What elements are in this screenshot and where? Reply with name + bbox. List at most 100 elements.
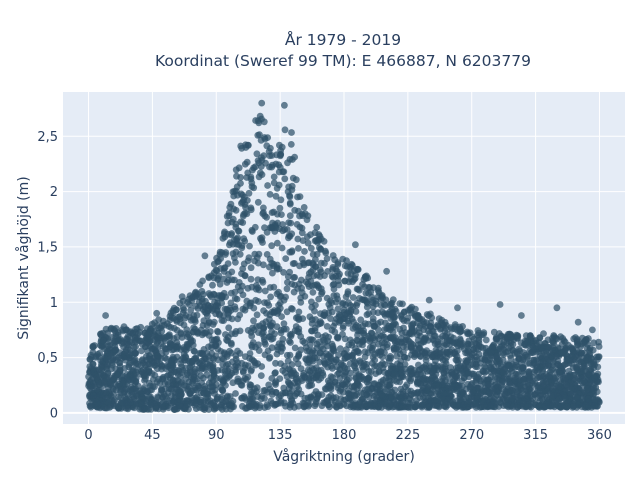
data-point bbox=[400, 317, 408, 324]
data-point bbox=[295, 308, 303, 316]
data-point bbox=[165, 404, 173, 412]
data-point bbox=[455, 402, 463, 409]
data-point bbox=[347, 302, 354, 309]
data-point bbox=[231, 288, 239, 296]
data-point bbox=[267, 322, 274, 330]
data-point bbox=[414, 350, 422, 358]
data-point bbox=[176, 401, 184, 409]
data-point bbox=[125, 363, 133, 371]
data-point bbox=[251, 359, 259, 367]
data-point bbox=[488, 348, 495, 356]
data-point bbox=[231, 276, 238, 284]
data-point bbox=[275, 181, 283, 189]
data-point bbox=[97, 330, 104, 338]
data-point bbox=[336, 270, 343, 278]
data-point bbox=[296, 193, 304, 201]
data-point bbox=[328, 272, 336, 280]
data-point bbox=[137, 337, 145, 345]
data-point bbox=[298, 224, 306, 232]
data-point bbox=[534, 342, 541, 350]
x-tick-label: 45 bbox=[144, 428, 161, 443]
data-point bbox=[205, 274, 213, 282]
data-point bbox=[529, 377, 537, 385]
data-point bbox=[174, 387, 182, 394]
data-point bbox=[143, 388, 151, 395]
data-point bbox=[260, 333, 268, 340]
data-point bbox=[295, 207, 302, 215]
data-point bbox=[583, 402, 591, 410]
data-point bbox=[534, 384, 542, 391]
data-point bbox=[288, 387, 296, 395]
data-point bbox=[308, 372, 316, 379]
data-point bbox=[526, 359, 534, 367]
data-point bbox=[265, 381, 273, 389]
data-point bbox=[425, 296, 433, 304]
data-point bbox=[473, 395, 481, 402]
data-point bbox=[388, 310, 396, 317]
data-point bbox=[336, 345, 344, 353]
data-point bbox=[97, 391, 105, 398]
data-point bbox=[227, 405, 234, 413]
data-point bbox=[258, 363, 266, 370]
data-point bbox=[295, 352, 303, 359]
data-point bbox=[543, 378, 550, 386]
data-point bbox=[334, 277, 342, 285]
data-point bbox=[291, 344, 299, 352]
data-point bbox=[361, 386, 369, 394]
data-point bbox=[260, 261, 267, 269]
data-point bbox=[321, 309, 329, 317]
data-point bbox=[482, 336, 490, 344]
data-point bbox=[345, 390, 352, 397]
data-point bbox=[343, 402, 350, 410]
data-point bbox=[354, 381, 362, 389]
data-point bbox=[255, 341, 262, 349]
data-point bbox=[389, 296, 397, 304]
data-point bbox=[427, 391, 435, 398]
data-point bbox=[292, 176, 300, 184]
data-point bbox=[308, 303, 316, 311]
data-point bbox=[334, 305, 342, 313]
data-point bbox=[309, 357, 317, 365]
data-point bbox=[257, 235, 264, 242]
data-point bbox=[159, 317, 167, 325]
data-point bbox=[218, 249, 226, 256]
data-point bbox=[365, 332, 372, 340]
data-point bbox=[177, 329, 185, 337]
data-point bbox=[343, 257, 350, 264]
data-point bbox=[153, 355, 161, 362]
data-point bbox=[130, 404, 138, 412]
data-point bbox=[567, 390, 575, 398]
data-point bbox=[337, 359, 345, 367]
data-point bbox=[401, 383, 409, 391]
data-point bbox=[287, 382, 295, 389]
data-point bbox=[111, 327, 119, 335]
data-point bbox=[167, 360, 175, 368]
data-point bbox=[356, 357, 364, 365]
data-point bbox=[348, 315, 356, 323]
data-point bbox=[267, 397, 275, 405]
data-point bbox=[86, 384, 94, 392]
data-point bbox=[579, 395, 586, 403]
data-point bbox=[226, 239, 234, 247]
data-point bbox=[551, 377, 559, 385]
data-point bbox=[435, 341, 442, 348]
data-point bbox=[240, 393, 248, 400]
data-point bbox=[425, 403, 433, 410]
data-point bbox=[386, 394, 394, 401]
data-point bbox=[333, 356, 340, 363]
data-point bbox=[577, 384, 585, 392]
data-point bbox=[143, 405, 151, 413]
data-point bbox=[507, 354, 515, 362]
data-point bbox=[158, 400, 166, 408]
data-point bbox=[282, 325, 290, 333]
data-point bbox=[426, 329, 434, 337]
data-points bbox=[85, 99, 603, 413]
data-point bbox=[315, 231, 323, 238]
data-point bbox=[177, 392, 185, 400]
data-point bbox=[432, 395, 440, 403]
data-point bbox=[422, 351, 429, 358]
data-point bbox=[407, 343, 415, 351]
data-point bbox=[555, 382, 562, 390]
data-point bbox=[247, 204, 255, 212]
data-point bbox=[512, 370, 519, 378]
